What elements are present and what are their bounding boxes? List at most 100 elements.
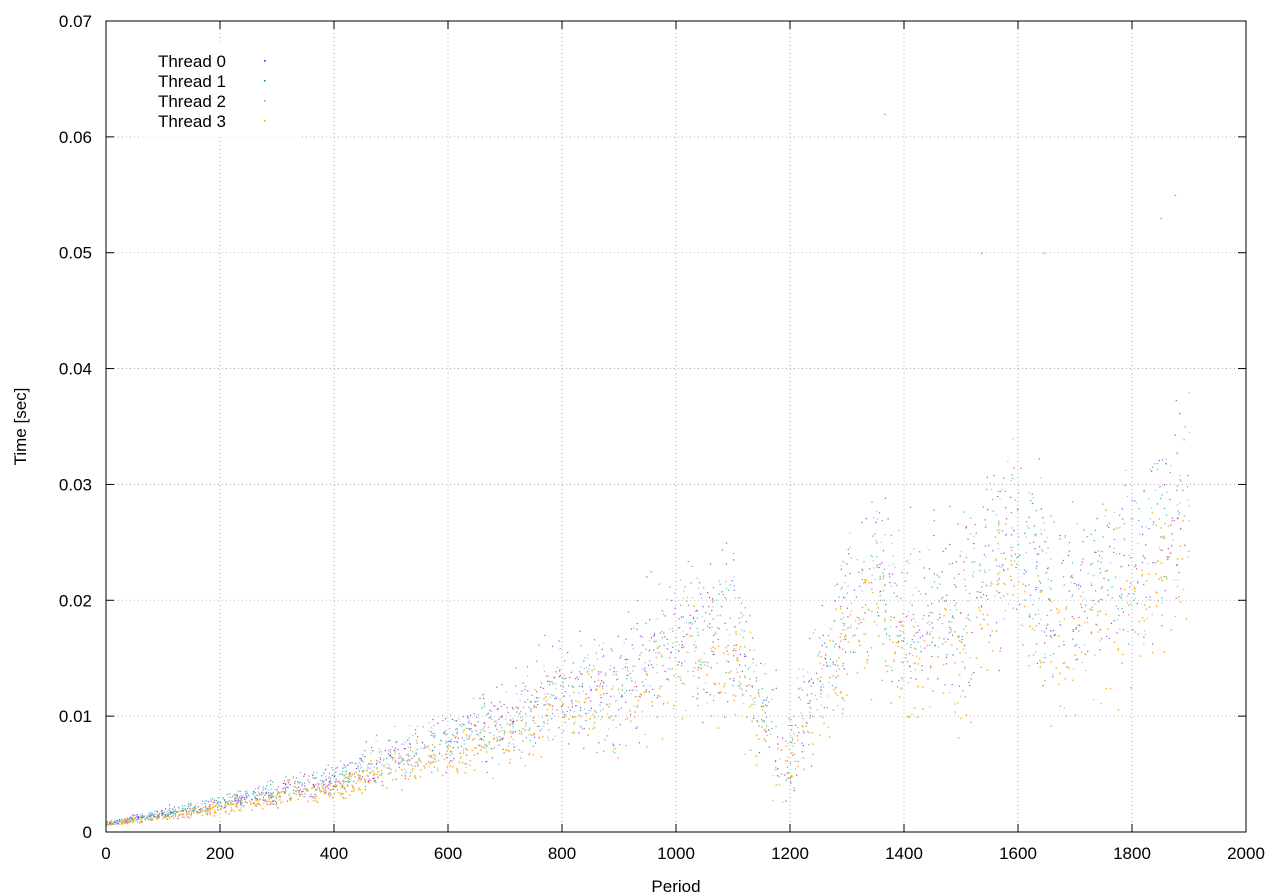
data-point bbox=[979, 564, 981, 566]
data-point bbox=[833, 688, 835, 691]
data-point bbox=[954, 661, 956, 664]
data-point bbox=[933, 581, 936, 583]
data-point bbox=[383, 766, 385, 768]
data-point bbox=[914, 669, 916, 671]
data-point bbox=[910, 553, 912, 555]
data-point bbox=[745, 621, 747, 623]
data-point bbox=[816, 678, 819, 680]
data-point bbox=[227, 802, 229, 805]
data-point bbox=[905, 654, 907, 656]
data-point bbox=[344, 766, 346, 768]
data-point bbox=[963, 561, 965, 563]
data-point bbox=[429, 749, 431, 751]
data-point bbox=[289, 797, 291, 800]
data-point bbox=[820, 704, 822, 706]
data-point bbox=[739, 664, 741, 666]
data-point bbox=[1050, 558, 1052, 560]
data-point bbox=[964, 644, 966, 646]
data-point bbox=[206, 812, 209, 815]
data-point bbox=[196, 802, 198, 804]
data-point bbox=[914, 621, 917, 623]
data-point bbox=[533, 732, 535, 735]
data-point bbox=[891, 573, 894, 575]
data-point bbox=[960, 612, 963, 615]
data-point bbox=[777, 736, 779, 738]
data-point bbox=[465, 763, 467, 765]
data-point bbox=[349, 762, 351, 764]
data-point bbox=[201, 807, 203, 809]
data-point bbox=[631, 680, 633, 682]
data-point bbox=[414, 761, 417, 764]
data-point bbox=[330, 789, 332, 791]
data-point bbox=[444, 731, 446, 733]
data-point bbox=[231, 800, 233, 802]
data-point bbox=[826, 665, 828, 667]
data-point bbox=[979, 591, 981, 593]
data-point bbox=[1023, 605, 1026, 608]
data-point bbox=[1050, 661, 1052, 663]
data-point bbox=[684, 660, 686, 662]
data-point bbox=[483, 726, 485, 729]
data-point bbox=[694, 650, 696, 652]
data-point bbox=[1111, 597, 1114, 599]
data-point bbox=[551, 713, 553, 715]
data-point bbox=[702, 606, 704, 608]
data-point bbox=[1075, 627, 1077, 630]
data-point bbox=[512, 738, 514, 740]
data-point bbox=[290, 796, 292, 798]
data-point bbox=[846, 607, 848, 609]
data-point bbox=[900, 621, 902, 623]
data-point bbox=[751, 685, 753, 687]
data-point bbox=[958, 573, 960, 575]
data-point bbox=[931, 641, 933, 643]
data-point bbox=[1151, 511, 1154, 514]
data-point bbox=[952, 617, 955, 619]
data-point bbox=[243, 804, 245, 807]
data-point bbox=[1137, 633, 1140, 635]
data-point bbox=[1188, 520, 1190, 522]
data-point bbox=[435, 756, 437, 758]
data-point bbox=[955, 586, 957, 588]
data-point bbox=[325, 776, 327, 778]
data-point bbox=[494, 724, 496, 726]
data-point bbox=[1175, 400, 1177, 402]
data-point bbox=[873, 567, 875, 569]
data-point bbox=[484, 725, 486, 727]
data-point bbox=[475, 747, 477, 749]
data-point bbox=[524, 688, 526, 691]
data-point bbox=[802, 730, 804, 732]
data-point bbox=[881, 520, 883, 522]
data-point bbox=[775, 687, 777, 689]
data-point bbox=[363, 780, 366, 783]
data-point bbox=[645, 648, 647, 650]
data-point bbox=[938, 576, 940, 578]
data-point bbox=[1005, 534, 1007, 537]
data-point bbox=[623, 642, 625, 644]
data-point bbox=[368, 781, 370, 784]
data-point bbox=[927, 604, 929, 607]
data-point bbox=[1037, 575, 1040, 577]
data-point bbox=[491, 719, 493, 721]
data-point bbox=[967, 538, 969, 540]
data-point bbox=[602, 681, 604, 683]
data-point bbox=[842, 708, 844, 711]
data-point bbox=[1076, 522, 1078, 525]
data-point bbox=[347, 785, 349, 787]
data-point bbox=[445, 730, 447, 732]
data-point bbox=[893, 659, 896, 661]
data-point bbox=[596, 751, 598, 753]
data-point bbox=[942, 550, 944, 552]
data-point bbox=[602, 642, 604, 644]
data-point bbox=[640, 652, 642, 654]
data-point bbox=[1137, 582, 1139, 584]
data-point bbox=[995, 558, 997, 561]
data-point bbox=[901, 677, 903, 679]
data-point bbox=[569, 695, 571, 697]
data-point bbox=[1160, 527, 1162, 529]
data-point bbox=[323, 784, 325, 786]
data-point bbox=[258, 795, 260, 797]
data-point bbox=[633, 627, 635, 629]
data-point bbox=[820, 686, 822, 688]
data-point bbox=[388, 753, 390, 755]
data-point bbox=[403, 768, 406, 771]
